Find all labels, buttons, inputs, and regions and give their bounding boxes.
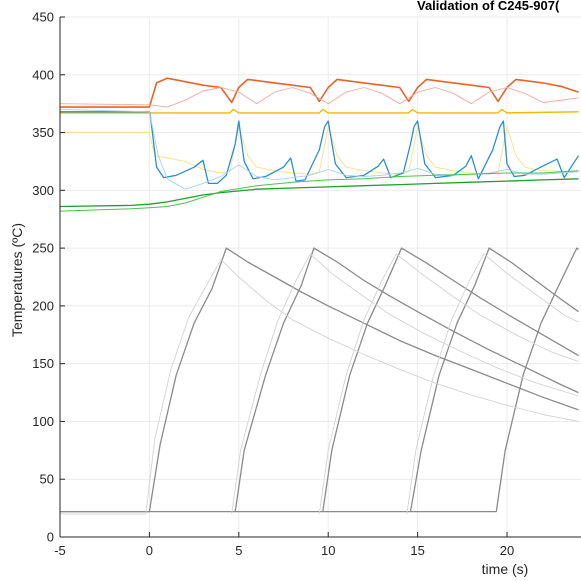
- series-line-3: [60, 108, 579, 114]
- y-tick-label: 400: [32, 67, 54, 82]
- x-tick-label: 10: [321, 543, 335, 558]
- series-line-6: [60, 108, 579, 190]
- series-line-17: [406, 253, 579, 514]
- series-line-15: [231, 253, 579, 514]
- series-line-9: [60, 247, 579, 513]
- series-line-12: [409, 247, 579, 512]
- y-tick-label: 250: [32, 241, 54, 256]
- y-tick-label: 0: [47, 530, 54, 545]
- y-tick-label: 450: [32, 10, 54, 25]
- series-line-1: [60, 77, 579, 108]
- y-tick-label: 200: [32, 298, 54, 313]
- x-tick-label: -5: [54, 543, 66, 558]
- series-line-10: [234, 247, 579, 512]
- series-line-8: [60, 170, 579, 212]
- plot-area: [60, 17, 581, 537]
- y-tick-label: 300: [32, 183, 54, 198]
- series-lines: [60, 77, 580, 515]
- x-tick-label: 0: [146, 543, 153, 558]
- series-line-2: [60, 87, 579, 108]
- chart-title: Validation of C245-907(: [417, 0, 560, 13]
- series-line-13: [60, 247, 579, 513]
- y-tick-label: 350: [32, 125, 54, 140]
- series-line-14: [60, 259, 579, 515]
- y-tick-label: 50: [40, 472, 54, 487]
- series-line-7: [60, 178, 579, 208]
- x-tick-label: 5: [235, 543, 242, 558]
- series-line-11: [322, 247, 579, 512]
- x-axis-title: time (s): [482, 561, 529, 577]
- series-line-5: [60, 111, 580, 185]
- y-axis-title: Temperatures (ºC): [9, 223, 25, 337]
- series-line-16: [318, 253, 579, 514]
- x-tick-label: 20: [500, 543, 514, 558]
- y-tick-label: 150: [32, 356, 54, 371]
- x-tick-label: 15: [410, 543, 424, 558]
- y-tick-label: 100: [32, 414, 54, 429]
